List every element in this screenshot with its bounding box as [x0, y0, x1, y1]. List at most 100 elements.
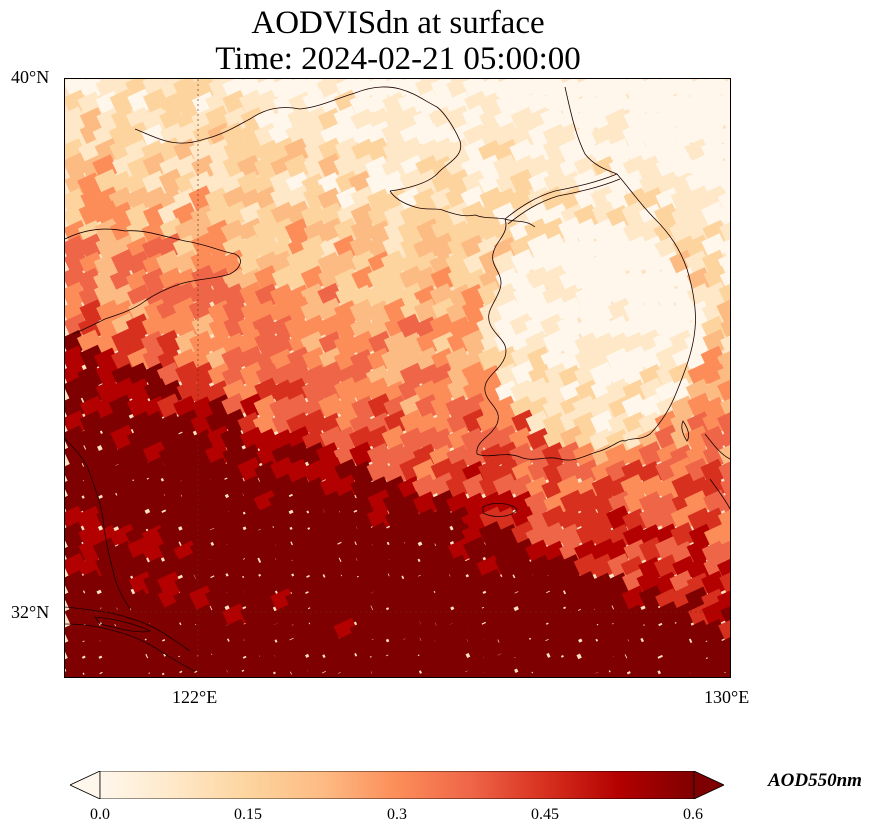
aod-cell: [204, 457, 232, 484]
aod-cell: [717, 377, 730, 404]
aod-cell: [412, 266, 440, 293]
coastline-kyushu: [709, 478, 730, 510]
aod-cell: [301, 234, 328, 262]
aod-cell: [720, 331, 730, 359]
aod-cell: [397, 538, 424, 566]
aod-cell: [367, 393, 395, 420]
aod-cell: [237, 457, 265, 484]
lon-tick-122: 122°E: [172, 687, 218, 707]
aod-cell: [156, 393, 184, 421]
aod-cell: [416, 330, 443, 357]
aod-cell: [702, 666, 730, 677]
map-title-line1: AODVISdn at surface: [251, 5, 545, 41]
aod-cell: [575, 618, 603, 645]
aod-cell: [655, 601, 682, 628]
aod-cell: [65, 665, 88, 677]
aod-cell: [541, 377, 568, 404]
aod-cell: [205, 171, 233, 199]
aod-cell: [718, 667, 730, 677]
aod-cell: [77, 505, 105, 533]
graticule: [65, 79, 730, 677]
aod-cell: [126, 250, 153, 278]
aod-cell: [557, 633, 584, 661]
aod-cell: [253, 89, 281, 117]
aod-cell: [621, 585, 649, 613]
lat-tick-40: 40°N: [11, 67, 50, 87]
border-line-2: [507, 178, 621, 225]
aod-cell: [65, 79, 91, 100]
aod-cell: [653, 121, 681, 149]
aod-cell: [302, 633, 330, 661]
aod-cell: [428, 427, 456, 455]
aod-cell: [333, 217, 361, 245]
aod-cell: [399, 79, 427, 101]
aod-cell: [719, 218, 730, 246]
aod-cell: [65, 474, 89, 502]
aod-cell: [492, 473, 520, 500]
aod-cell: [542, 136, 570, 164]
aod-cell: [640, 474, 667, 502]
aod-cell: [79, 79, 106, 101]
aod-cell: [591, 489, 618, 517]
aod-cell: [478, 79, 506, 103]
aod-cell: [414, 89, 442, 117]
aod-cell: [176, 649, 203, 677]
aod-cell: [591, 392, 618, 419]
aod-cell: [478, 216, 506, 244]
aod-cell: [670, 505, 698, 532]
aod-cell: [669, 152, 697, 180]
aod-cell: [715, 89, 730, 117]
aod-cell: [718, 489, 730, 517]
aod-cell: [111, 474, 139, 501]
aod-cell: [687, 362, 715, 390]
aod-cell: [79, 299, 107, 326]
aod-cell: [653, 281, 680, 309]
aod-cell: [668, 665, 695, 677]
aod-cell: [350, 185, 378, 213]
colorbar-extend-min: [70, 771, 101, 799]
aod-cell: [366, 90, 394, 118]
aod-cell: [446, 169, 474, 196]
coastline-bohai-north: [134, 86, 462, 192]
aod-cell: [96, 505, 123, 533]
aod-cell: [221, 249, 249, 277]
coastline-shandong: [65, 228, 241, 335]
aod-cell: [333, 489, 361, 517]
aod-cell: [270, 618, 297, 645]
aod-cell: [575, 459, 603, 486]
aod-cell: [204, 585, 232, 613]
aod-cell: [703, 265, 730, 293]
aod-cell: [462, 104, 489, 132]
aod-cell: [95, 234, 123, 261]
aod-cell: [237, 234, 265, 262]
aod-cell: [524, 203, 552, 230]
aod-cell: [334, 601, 361, 628]
coastline-yangtze-north: [65, 606, 191, 652]
aod-cell: [238, 136, 265, 164]
aod-cell: [254, 265, 281, 292]
aod-cell: [256, 569, 283, 597]
aod-cell: [254, 154, 281, 182]
coastline-chongming: [94, 616, 152, 633]
coastline-overlay: [65, 86, 730, 672]
aod-cell: [189, 330, 216, 358]
aod-cell: [671, 121, 698, 149]
coastline-korea-south: [476, 440, 626, 461]
colorbar-tick-3: 0.45: [531, 806, 559, 823]
aod-cell: [412, 458, 440, 486]
coastline-tsushima: [681, 420, 690, 442]
map-title-line2: Time: 2024-02-21 05:00:00: [215, 41, 581, 77]
aod-cell: [205, 442, 232, 469]
aod-cell: [716, 297, 730, 325]
aod-cell: [702, 329, 730, 356]
aod-cell: [285, 571, 313, 598]
aod-cell: [430, 603, 457, 630]
aod-cell: [158, 168, 186, 196]
aod-cell: [383, 664, 410, 677]
aod-cell: [78, 424, 106, 452]
lat-tick-32: 32°N: [11, 602, 50, 622]
aod-cell: [176, 507, 203, 534]
aod-cell: [303, 553, 330, 580]
aod-cell: [717, 507, 730, 534]
aod-cell: [318, 393, 345, 420]
